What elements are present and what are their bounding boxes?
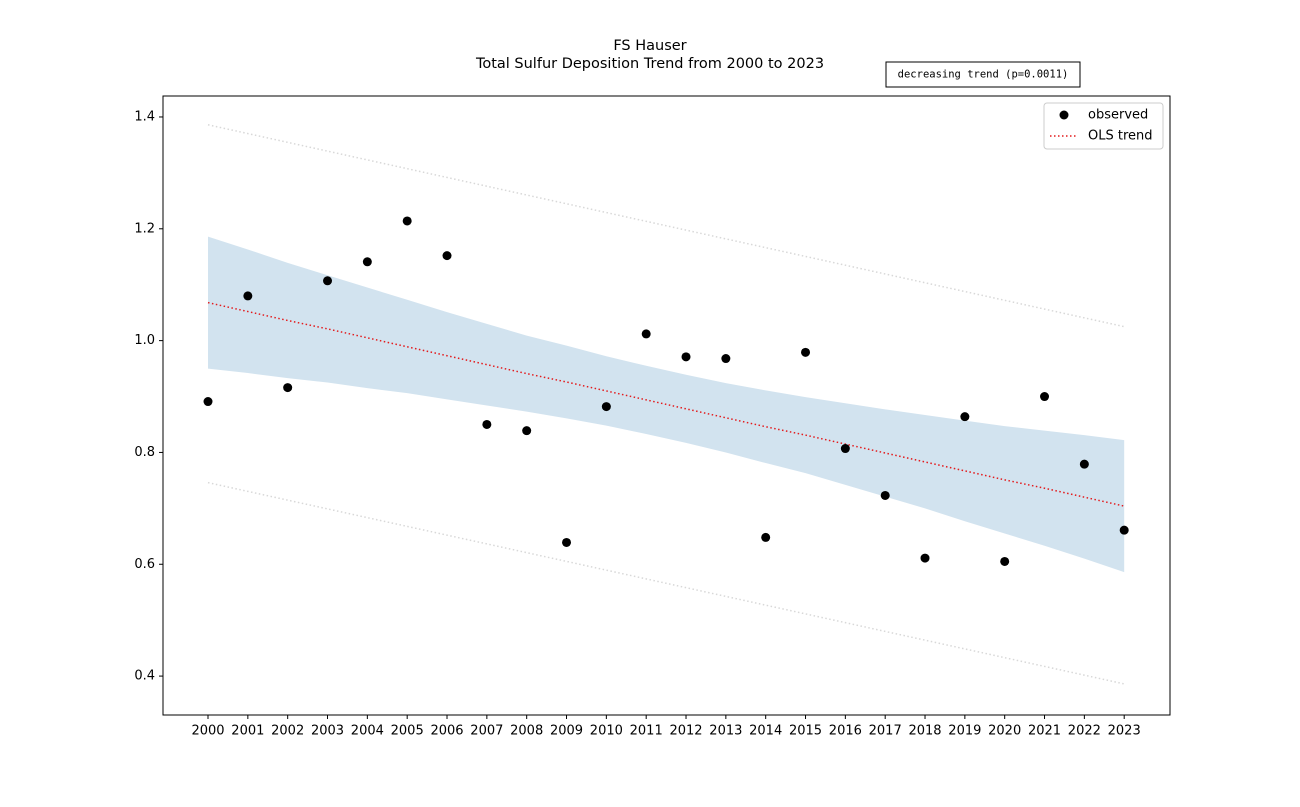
x-tick-label: 2014 bbox=[749, 724, 782, 739]
x-tick-label: 2008 bbox=[510, 724, 543, 739]
x-tick-label: 2021 bbox=[1028, 724, 1061, 739]
x-tick-label: 2005 bbox=[391, 724, 424, 739]
x-tick-label: 2023 bbox=[1108, 724, 1141, 739]
prediction-line bbox=[207, 481, 1125, 685]
observed-point bbox=[1119, 525, 1129, 535]
observed-point bbox=[243, 291, 253, 301]
y-tick-label: 1.0 bbox=[134, 333, 155, 348]
y-tick-label: 0.6 bbox=[134, 557, 155, 572]
prediction-line bbox=[207, 124, 1125, 328]
x-tick-label: 2001 bbox=[231, 724, 264, 739]
x-tick-label: 2015 bbox=[789, 724, 822, 739]
observed-point bbox=[283, 383, 293, 393]
x-tick-label: 2022 bbox=[1068, 724, 1101, 739]
legend-label: observed bbox=[1088, 108, 1148, 123]
observed-point bbox=[601, 402, 611, 412]
observed-point bbox=[562, 537, 572, 547]
legend-label: OLS trend bbox=[1088, 129, 1153, 144]
y-tick-label: 0.8 bbox=[134, 445, 155, 460]
x-tick-label: 2009 bbox=[550, 724, 583, 739]
x-tick-label: 2012 bbox=[669, 724, 702, 739]
plot-area bbox=[203, 124, 1129, 685]
x-tick-label: 2004 bbox=[351, 724, 384, 739]
observed-point bbox=[1079, 459, 1089, 469]
observed-point bbox=[1040, 392, 1050, 402]
axes-frame bbox=[162, 95, 1171, 716]
chart-subtitle: Total Sulfur Deposition Trend from 2000 … bbox=[475, 56, 824, 72]
observed-point bbox=[761, 532, 771, 542]
annotation: decreasing trend (p=0.0011) bbox=[898, 69, 1069, 81]
y-tick-label: 0.4 bbox=[134, 669, 155, 684]
x-tick-label: 2010 bbox=[590, 724, 623, 739]
observed-point bbox=[721, 354, 731, 364]
x-tick-label: 2002 bbox=[271, 724, 304, 739]
observed-point bbox=[362, 257, 372, 267]
observed-point bbox=[880, 490, 890, 500]
x-tick-label: 2000 bbox=[191, 724, 224, 739]
observed-point bbox=[641, 329, 651, 339]
observed-point bbox=[920, 553, 930, 563]
annotation-box bbox=[885, 61, 1081, 88]
x-tick-label: 2019 bbox=[948, 724, 981, 739]
trend-line bbox=[207, 301, 1125, 507]
y-tick-label: 1.4 bbox=[134, 109, 155, 124]
x-tick-label: 2011 bbox=[630, 724, 663, 739]
x-tick-label: 2003 bbox=[311, 724, 344, 739]
chart-title: FS Hauser bbox=[613, 38, 686, 54]
x-tick-label: 2006 bbox=[430, 724, 463, 739]
observed-point bbox=[442, 251, 452, 261]
x-tick-label: 2007 bbox=[470, 724, 503, 739]
x-tick-label: 2016 bbox=[829, 724, 862, 739]
observed-point bbox=[323, 276, 333, 286]
observed-point bbox=[960, 412, 970, 422]
x-tick-label: 2017 bbox=[869, 724, 902, 739]
x-tick-label: 2020 bbox=[988, 724, 1021, 739]
observed-point bbox=[840, 444, 850, 454]
observed-point bbox=[203, 397, 213, 407]
legend-box bbox=[1043, 102, 1164, 150]
y-tick-label: 1.2 bbox=[134, 221, 155, 236]
x-tick-label: 2013 bbox=[709, 724, 742, 739]
observed-point bbox=[681, 352, 691, 362]
x-tick-label: 2018 bbox=[908, 724, 941, 739]
observed-point bbox=[402, 216, 412, 226]
observed-point bbox=[801, 347, 811, 357]
observed-point bbox=[1000, 556, 1010, 566]
observed-point bbox=[482, 419, 492, 429]
observed-point bbox=[522, 426, 532, 436]
legend-marker bbox=[1059, 110, 1069, 120]
